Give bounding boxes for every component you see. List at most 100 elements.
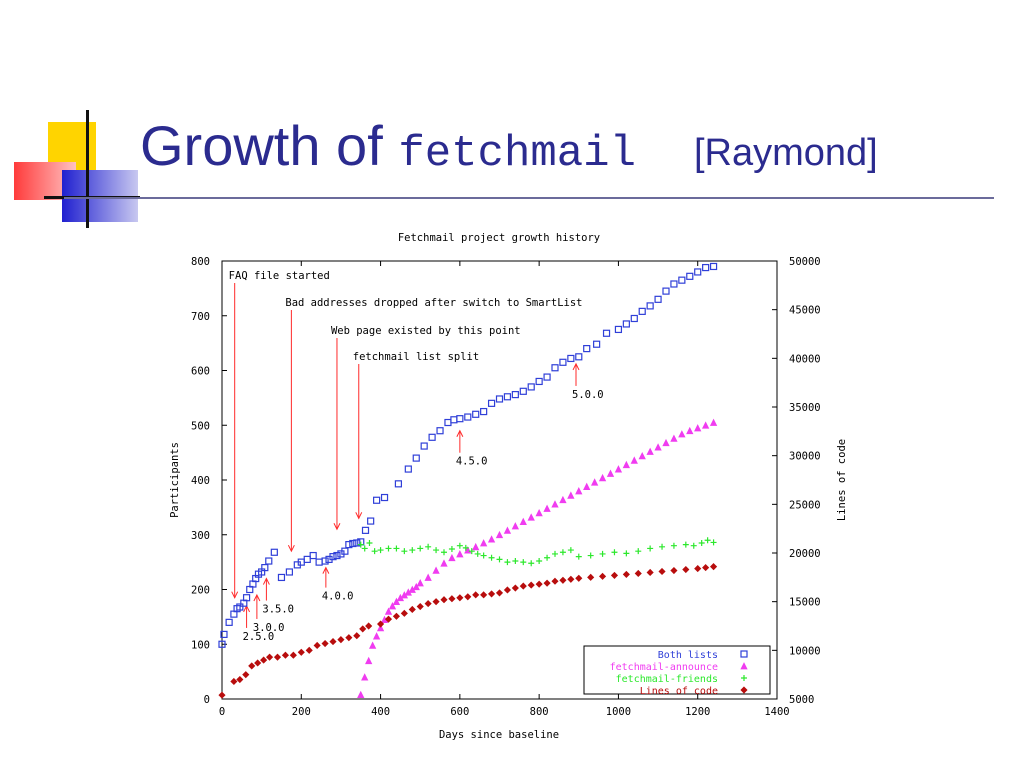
data-point bbox=[527, 581, 535, 589]
data-point bbox=[543, 504, 551, 512]
ornament-vertical-line bbox=[86, 110, 89, 228]
data-point bbox=[456, 542, 463, 549]
data-point bbox=[388, 602, 397, 610]
annotation-label: fetchmail list split bbox=[353, 351, 479, 363]
data-point bbox=[361, 526, 370, 534]
legend-marker bbox=[741, 675, 747, 681]
data-point bbox=[646, 302, 654, 310]
data-point bbox=[593, 340, 601, 348]
data-point bbox=[309, 551, 317, 560]
x-tick-label: 1200 bbox=[685, 706, 710, 718]
data-point bbox=[265, 557, 273, 565]
data-point bbox=[424, 573, 432, 581]
title-ornament bbox=[0, 0, 140, 230]
x-tick-label: 600 bbox=[450, 706, 469, 718]
data-point bbox=[412, 454, 420, 462]
data-point bbox=[535, 377, 543, 386]
data-point bbox=[686, 272, 694, 280]
title-prefix: Growth of bbox=[140, 114, 383, 177]
annotation-label: FAQ file started bbox=[229, 270, 330, 282]
data-point bbox=[266, 653, 274, 661]
data-point bbox=[218, 640, 226, 648]
data-point bbox=[575, 574, 583, 582]
data-point bbox=[432, 598, 440, 606]
legend-box bbox=[583, 645, 771, 695]
data-point bbox=[690, 542, 697, 549]
data-point bbox=[623, 550, 630, 557]
data-point bbox=[567, 575, 575, 583]
legend-label: Lines of code bbox=[640, 686, 718, 697]
data-point bbox=[495, 530, 504, 539]
legend: Both listsfetchmail-announcefetchmail-fr… bbox=[583, 645, 771, 697]
data-point bbox=[468, 548, 475, 555]
data-point bbox=[614, 325, 623, 334]
y-tick-label: 100 bbox=[191, 639, 210, 651]
data-point bbox=[329, 638, 337, 646]
y2-tick-label: 30000 bbox=[789, 451, 821, 463]
data-point bbox=[297, 648, 305, 656]
data-point bbox=[622, 320, 630, 328]
data-point bbox=[559, 495, 567, 504]
data-point bbox=[450, 416, 458, 424]
y2-tick-label: 15000 bbox=[789, 597, 821, 609]
data-point bbox=[583, 344, 591, 353]
data-point bbox=[678, 276, 686, 284]
data-point bbox=[365, 622, 373, 630]
data-point bbox=[285, 568, 293, 576]
y2-tick-label: 10000 bbox=[789, 645, 821, 657]
data-points bbox=[218, 262, 718, 699]
data-point bbox=[611, 549, 618, 556]
annotation-arrowhead bbox=[262, 577, 270, 585]
data-point bbox=[248, 662, 256, 670]
chart-title: Fetchmail project growth history bbox=[398, 232, 600, 244]
data-point bbox=[479, 539, 488, 547]
data-point bbox=[464, 593, 472, 601]
data-point bbox=[440, 596, 448, 604]
data-point bbox=[464, 413, 472, 421]
data-point bbox=[487, 399, 496, 407]
data-point bbox=[359, 625, 367, 633]
data-point bbox=[646, 568, 654, 577]
y-axis-label: Participants bbox=[169, 442, 181, 518]
data-point bbox=[543, 579, 551, 587]
data-point bbox=[559, 576, 567, 584]
growth-chart: Fetchmail project growth history 0 200 400… bbox=[169, 232, 848, 741]
annotation-arrowhead bbox=[355, 512, 363, 520]
y2-tick-label: 45000 bbox=[789, 305, 821, 317]
data-point bbox=[511, 390, 519, 399]
data-point bbox=[377, 547, 384, 554]
data-point bbox=[448, 595, 456, 603]
data-point bbox=[368, 641, 377, 649]
data-point bbox=[575, 553, 582, 560]
x-tick-label: 400 bbox=[371, 706, 390, 718]
data-point bbox=[408, 605, 416, 614]
data-point bbox=[472, 410, 480, 418]
data-point bbox=[417, 545, 424, 552]
data-point bbox=[694, 565, 702, 573]
data-point bbox=[659, 543, 666, 550]
data-point bbox=[599, 550, 606, 557]
data-point bbox=[487, 535, 496, 543]
data-point bbox=[424, 600, 432, 608]
data-point bbox=[412, 582, 420, 591]
y2-axis-label: Lines of code bbox=[836, 439, 848, 521]
data-point bbox=[610, 571, 619, 579]
data-point bbox=[698, 539, 705, 546]
data-point bbox=[551, 577, 559, 585]
data-point bbox=[702, 564, 710, 572]
data-point bbox=[519, 582, 527, 590]
data-point bbox=[662, 438, 670, 447]
annotation-label: 3.5.0 bbox=[262, 604, 294, 616]
data-point bbox=[384, 615, 393, 623]
data-point bbox=[428, 433, 436, 441]
data-point bbox=[456, 415, 464, 423]
data-point bbox=[242, 671, 250, 679]
data-point bbox=[614, 465, 623, 473]
data-point bbox=[511, 522, 520, 530]
data-point bbox=[440, 559, 448, 567]
data-point bbox=[480, 407, 488, 416]
data-point bbox=[519, 517, 527, 526]
data-point bbox=[337, 636, 345, 644]
data-point bbox=[401, 548, 408, 555]
data-point bbox=[462, 544, 469, 551]
